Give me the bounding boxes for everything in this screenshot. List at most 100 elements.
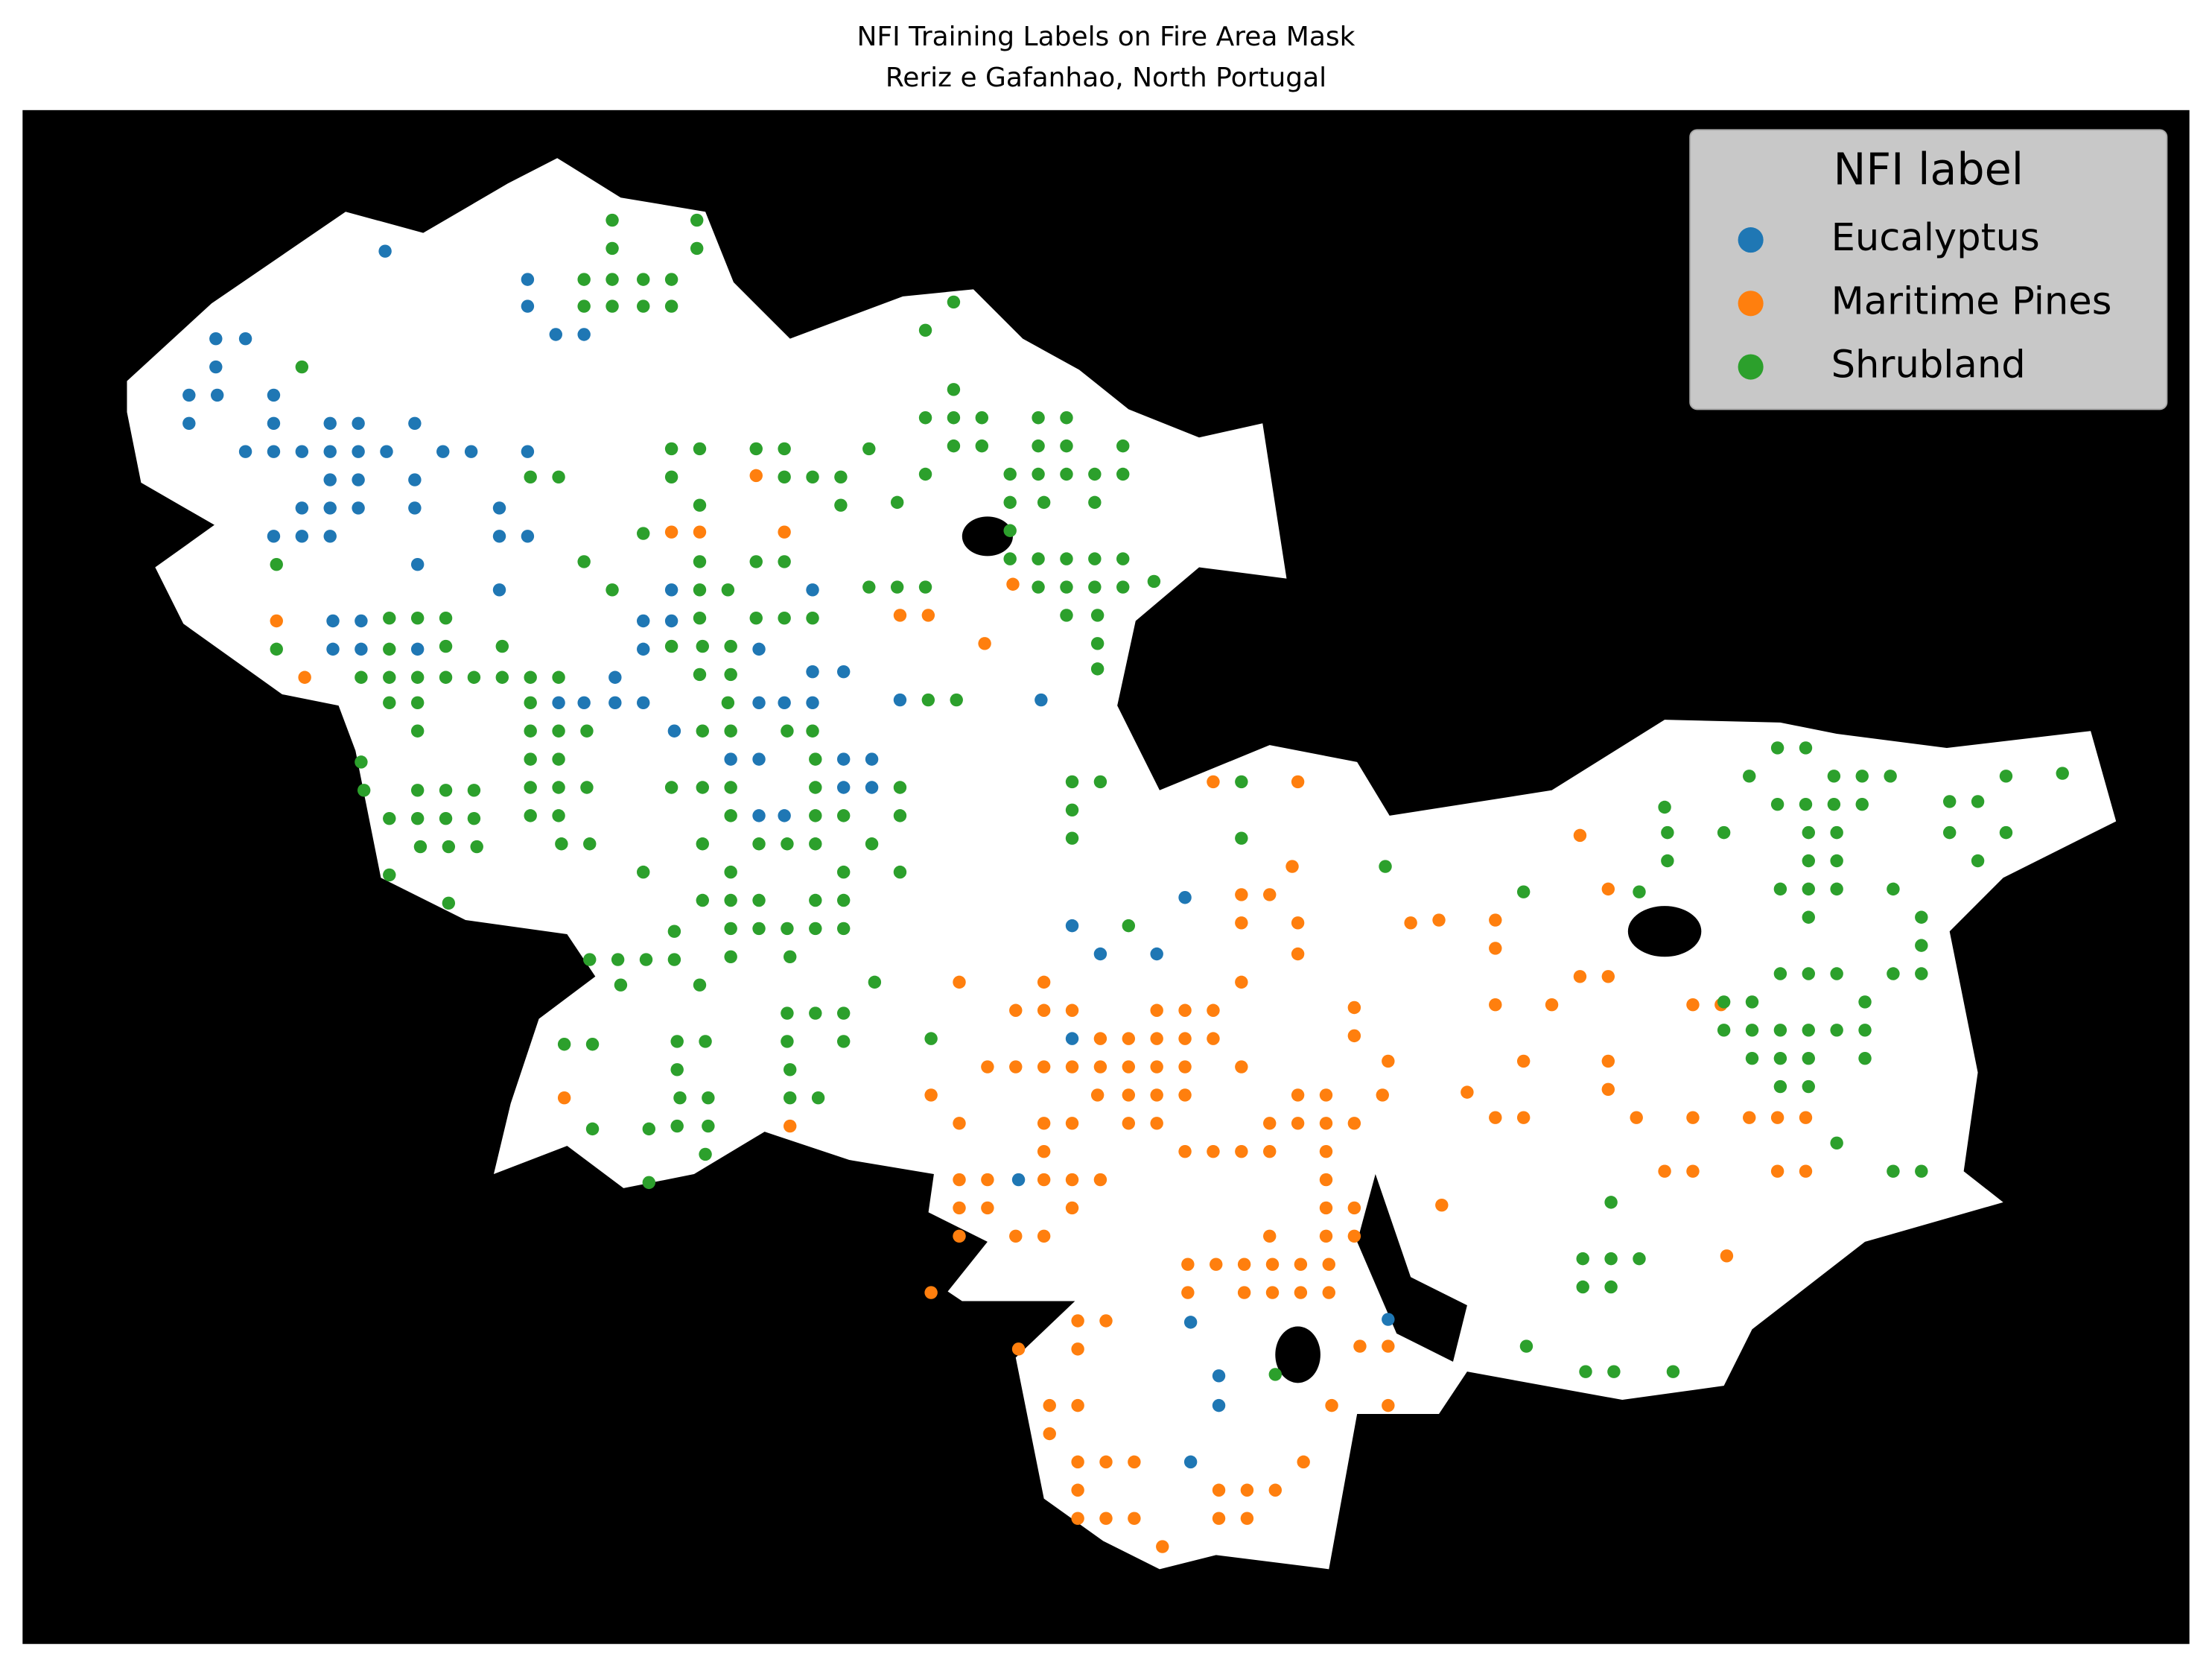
point xyxy=(950,693,963,707)
point xyxy=(781,724,794,738)
point xyxy=(1802,825,1815,840)
point xyxy=(975,439,989,453)
point xyxy=(1235,888,1248,901)
point xyxy=(1884,770,1897,783)
point xyxy=(724,893,737,907)
point xyxy=(1235,775,1248,789)
point xyxy=(1382,1313,1395,1326)
point xyxy=(524,670,537,684)
point xyxy=(326,642,340,656)
point xyxy=(323,530,337,543)
point xyxy=(806,696,819,710)
point xyxy=(1178,1060,1192,1074)
point xyxy=(836,922,851,936)
point xyxy=(1322,1286,1335,1299)
point xyxy=(696,639,709,653)
point xyxy=(577,328,591,341)
mask-hole xyxy=(962,516,1013,556)
point xyxy=(1178,1032,1192,1045)
point xyxy=(1858,1051,1872,1065)
point xyxy=(724,809,737,822)
point xyxy=(1235,1060,1248,1074)
point xyxy=(209,360,223,374)
point xyxy=(1942,825,1957,840)
point xyxy=(1607,1365,1621,1378)
point xyxy=(1003,552,1017,565)
point xyxy=(664,442,678,456)
point xyxy=(752,893,766,907)
point xyxy=(721,583,735,597)
mask-gap xyxy=(1357,1173,1467,1362)
point xyxy=(1770,798,1784,811)
point xyxy=(1855,770,1869,783)
point xyxy=(1773,967,1787,980)
point xyxy=(1147,574,1161,589)
point xyxy=(637,299,650,313)
point xyxy=(1887,1164,1900,1178)
point xyxy=(809,837,822,851)
point xyxy=(352,473,365,486)
point xyxy=(693,525,707,539)
legend-title: NFI label xyxy=(1833,144,2024,194)
point xyxy=(1347,1001,1361,1015)
point xyxy=(918,411,932,425)
point xyxy=(442,896,456,910)
point xyxy=(1347,1029,1361,1043)
point xyxy=(693,583,707,597)
point xyxy=(383,670,396,684)
point xyxy=(1263,1144,1277,1158)
point xyxy=(1099,1314,1113,1328)
point xyxy=(1717,995,1731,1009)
point xyxy=(524,781,537,794)
point xyxy=(806,470,819,483)
point xyxy=(439,639,453,653)
point xyxy=(918,467,932,481)
point xyxy=(577,299,591,313)
point xyxy=(1088,580,1102,594)
point xyxy=(784,1091,797,1105)
point xyxy=(323,445,337,458)
point xyxy=(696,781,709,794)
point xyxy=(1071,1512,1084,1525)
point xyxy=(378,244,392,258)
point xyxy=(1090,637,1105,650)
point xyxy=(1265,1258,1280,1271)
point xyxy=(693,611,707,625)
point xyxy=(1347,1117,1361,1130)
point xyxy=(580,781,594,794)
point xyxy=(439,811,453,825)
point xyxy=(724,724,737,738)
point xyxy=(699,1035,712,1048)
point xyxy=(1942,795,1957,808)
point xyxy=(267,445,281,458)
point xyxy=(1432,913,1446,927)
point xyxy=(521,299,535,313)
point xyxy=(1065,1117,1079,1130)
point xyxy=(521,273,535,286)
point xyxy=(1799,741,1813,755)
point xyxy=(549,328,563,341)
point xyxy=(953,1173,966,1187)
point xyxy=(1830,967,1843,980)
point xyxy=(670,1063,684,1076)
point xyxy=(1265,1286,1280,1299)
point xyxy=(1150,1060,1163,1074)
point xyxy=(1743,1111,1756,1124)
point xyxy=(637,642,650,656)
point xyxy=(552,696,565,710)
point xyxy=(752,809,766,822)
point xyxy=(557,1038,571,1051)
point xyxy=(893,865,907,879)
point xyxy=(408,416,422,431)
point xyxy=(1237,1286,1251,1299)
legend-label: Eucalyptus xyxy=(1831,216,2040,260)
point xyxy=(1207,1032,1220,1045)
point xyxy=(1071,1342,1084,1356)
point xyxy=(1268,1483,1283,1497)
point xyxy=(606,213,619,227)
point xyxy=(606,273,619,286)
point xyxy=(1404,916,1417,930)
point xyxy=(1212,1369,1226,1383)
point xyxy=(1090,662,1105,676)
point xyxy=(834,498,848,512)
